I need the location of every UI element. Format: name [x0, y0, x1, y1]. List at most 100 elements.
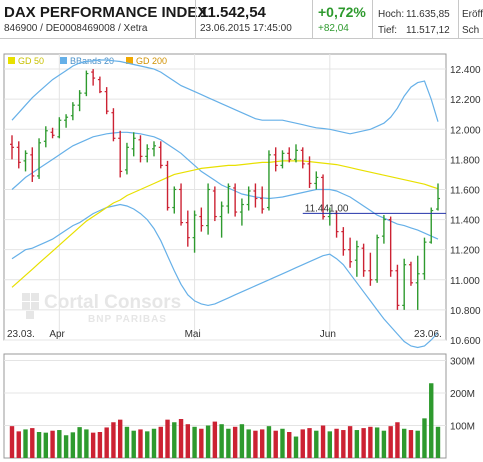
volume-bar [226, 428, 231, 458]
volume-bar [300, 429, 305, 458]
header-divider [372, 0, 373, 38]
volume-bar [43, 432, 49, 458]
price-tick-label: 11.000 [450, 276, 480, 287]
volume-tick-label: 300M [450, 357, 475, 368]
volume-bar [307, 428, 312, 458]
volume-bar [151, 428, 157, 458]
watermark-brand: Cortal Consors [44, 292, 181, 313]
volume-plot-frame [3, 353, 447, 459]
volume-bar [50, 430, 55, 458]
low-value: 11.517,12 [406, 25, 450, 36]
volume-bar [219, 424, 224, 458]
volume-bar [388, 426, 393, 458]
volume-bar [273, 430, 278, 458]
volume-bar [293, 436, 299, 458]
price-tick-label: 11.600 [450, 185, 480, 196]
legend-swatch-gd50 [8, 57, 15, 64]
high-label: Hoch: [378, 9, 405, 20]
change-absolute: +82,04 [318, 23, 349, 34]
watermark-logo-icon [22, 293, 39, 319]
header-divider [312, 0, 313, 38]
date-tick-label: Apr [49, 329, 65, 340]
volume-bar [23, 429, 28, 458]
watermark-subbrand: BNP PARIBAS [88, 314, 167, 325]
volume-bar [253, 430, 258, 458]
quote-datetime: 23.06.2015 17:45:00 [200, 23, 292, 34]
candlesticks [10, 69, 440, 310]
volume-bar [320, 425, 326, 458]
low-label: Tief: [378, 25, 398, 36]
price-tick-label: 12.200 [450, 95, 481, 106]
volume-bar [212, 421, 218, 458]
volume-bar [192, 426, 197, 458]
volume-bar [16, 431, 21, 458]
volume-bar [30, 428, 35, 458]
volume-bar [422, 418, 427, 458]
legend-gd50: GD 50 [18, 56, 44, 66]
date-tick-label: Mai [185, 329, 201, 340]
volume-bar [70, 432, 76, 458]
volume-bar [239, 424, 245, 458]
last-price: 11.542,54 [200, 4, 266, 21]
volume-bar [124, 426, 130, 458]
volume-bar [435, 426, 441, 458]
volume-bar [347, 426, 353, 458]
volume-bar [205, 425, 211, 458]
price-tick-label: 10.600 [450, 336, 481, 347]
volume-bar [232, 426, 238, 458]
volume-bar [266, 426, 272, 458]
header-divider [458, 0, 459, 38]
volume-bar [84, 429, 89, 458]
reference-line-label: 11.441,00 [305, 203, 349, 214]
moving-averages [11, 160, 439, 288]
volume-bar [429, 383, 434, 458]
volume-bar [90, 432, 96, 458]
volume-bar [334, 428, 339, 458]
price-tick-label: 10.800 [450, 306, 481, 317]
high-value: 11.635,85 [406, 9, 450, 20]
bollinger-bands [11, 59, 439, 349]
volume-bar [57, 430, 62, 458]
gd50-line [11, 160, 439, 288]
instrument-title: DAX PERFORMANCE INDEX [4, 4, 208, 21]
price-tick-label: 12.000 [450, 125, 481, 136]
header-divider [195, 0, 196, 38]
bbands-lower-line [11, 203, 439, 349]
volume-bar [158, 426, 163, 458]
volume-bar [178, 419, 184, 458]
instrument-identifiers: 846900 / DE0008469008 / Xetra [4, 23, 148, 34]
volume-bar [185, 424, 191, 458]
legend-swatch-gd200 [126, 57, 133, 64]
volume-bar [395, 422, 400, 458]
date-tick-label: 23.06. [414, 329, 442, 340]
volume-bar [165, 419, 170, 458]
volume-bar [314, 430, 319, 458]
volume-bar [381, 430, 387, 458]
volume-bar [374, 427, 380, 458]
volume-bar [77, 427, 82, 458]
volume-bar [361, 428, 366, 458]
open-label: Eröff [462, 9, 483, 20]
volume-bar [368, 426, 373, 458]
volume-bar [36, 432, 42, 458]
volume-bar [172, 422, 177, 458]
volume-bar [246, 429, 251, 458]
volume-bar [354, 430, 360, 458]
volume-bar [408, 430, 414, 458]
legend-swatch-bbands [60, 57, 67, 64]
volume-bar [415, 430, 420, 458]
price-tick-label: 12.400 [450, 65, 481, 76]
price-tick-label: 11.400 [450, 216, 480, 227]
volume-bar [259, 429, 265, 458]
volume-bar [341, 430, 346, 458]
date-tick-label: 23.03. [7, 329, 35, 340]
quote-header: DAX PERFORMANCE INDEX 846900 / DE0008469… [0, 0, 483, 39]
volume-bar [117, 419, 123, 458]
volume-bar [131, 430, 136, 458]
volume-bar [104, 427, 109, 458]
date-axis-ticks: 23.03. Apr Mai Jun 23.06. [7, 329, 442, 340]
change-percent: +0,72% [318, 4, 366, 20]
volume-bar [97, 432, 103, 458]
volume-bar [145, 431, 150, 458]
watermark: Cortal Consors BNP PARIBAS [22, 292, 181, 325]
